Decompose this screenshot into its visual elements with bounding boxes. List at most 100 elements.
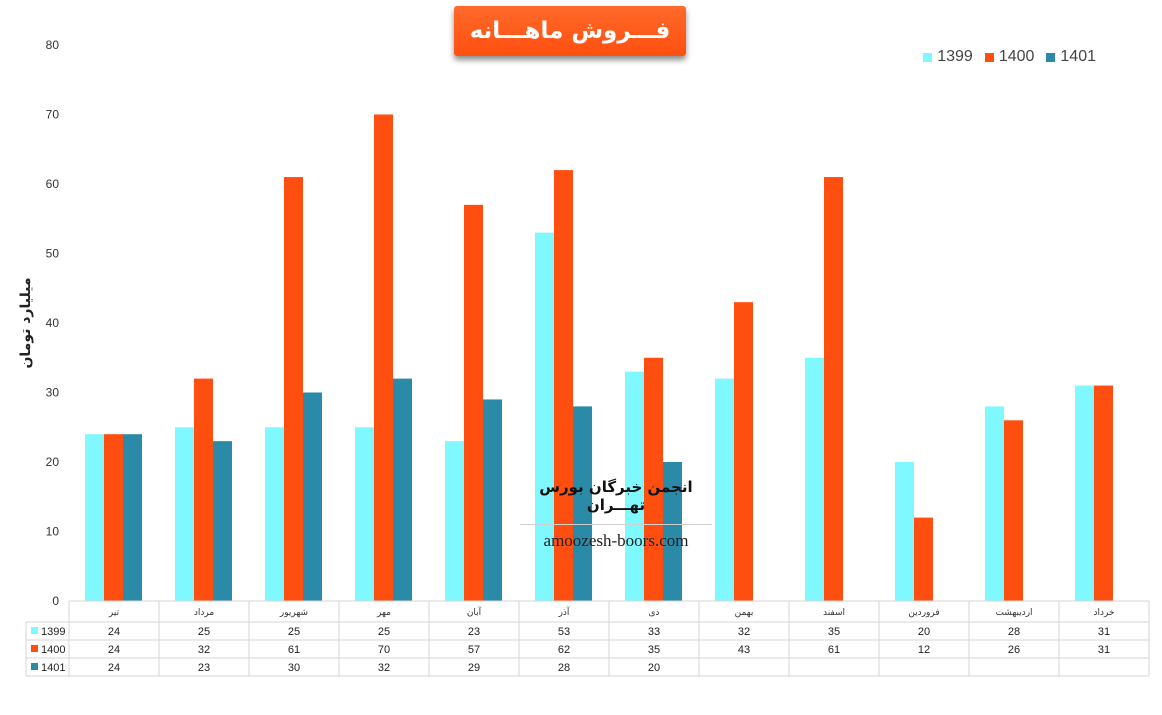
bar-1400 <box>104 434 123 601</box>
bar-1399 <box>535 232 554 601</box>
bar-1399 <box>1075 385 1094 601</box>
table-legend-key <box>31 627 38 634</box>
data-label: 57 <box>468 644 480 656</box>
bar-1400 <box>194 378 213 601</box>
watermark: انجمن خبرگان بورس تهـــران amoozesh-boor… <box>520 478 712 551</box>
data-label: 20 <box>648 662 660 674</box>
category-label: خرداد <box>1093 608 1114 618</box>
data-label: 35 <box>828 626 840 638</box>
data-label: 26 <box>1008 644 1020 656</box>
legend-swatch-1400 <box>984 52 994 62</box>
bar-1400 <box>734 302 753 601</box>
y-tick-label: 50 <box>46 247 60 261</box>
bar-1399 <box>895 462 914 601</box>
y-tick-label: 10 <box>46 525 60 539</box>
data-label: 62 <box>558 644 570 656</box>
watermark-divider <box>520 524 712 525</box>
legend: 1399 1400 1401 <box>923 48 1096 66</box>
category-label: آذر <box>558 606 570 618</box>
data-label: 31 <box>1098 626 1110 638</box>
legend-item-1400: 1400 <box>984 48 1035 66</box>
bar-1401 <box>483 399 502 601</box>
data-label: 30 <box>288 662 300 674</box>
table-series-label: 1399 <box>41 626 65 638</box>
data-label: 43 <box>738 644 750 656</box>
table-series-label: 1400 <box>41 644 65 656</box>
y-tick-label: 30 <box>46 386 60 400</box>
y-tick-label: 20 <box>46 455 60 469</box>
data-label: 28 <box>1008 626 1020 638</box>
bar-1401 <box>573 406 592 601</box>
bar-1401 <box>213 441 232 601</box>
data-label: 35 <box>648 644 660 656</box>
data-label: 53 <box>558 626 570 638</box>
table-legend-key <box>31 645 38 652</box>
data-label: 32 <box>738 626 750 638</box>
data-label: 61 <box>828 644 840 656</box>
bar-1400 <box>554 170 573 601</box>
bar-1400 <box>644 357 663 601</box>
data-label: 70 <box>378 644 390 656</box>
bar-1399 <box>445 441 464 601</box>
watermark-title: انجمن خبرگان بورس تهـــران <box>539 478 693 514</box>
bar-1399 <box>265 427 284 601</box>
bar-1401 <box>303 392 322 601</box>
data-label: 23 <box>198 662 210 674</box>
bar-1399 <box>715 378 734 601</box>
bar-1399 <box>355 427 374 601</box>
category-label: تیر <box>108 608 120 618</box>
watermark-url: amoozesh-boors.com <box>543 531 689 550</box>
data-label: 25 <box>378 626 390 638</box>
category-label: دی <box>648 608 659 618</box>
data-label: 20 <box>918 626 930 638</box>
data-label: 25 <box>288 626 300 638</box>
data-label: 33 <box>648 626 660 638</box>
bar-1399 <box>805 357 824 601</box>
bar-1400 <box>464 204 483 601</box>
bar-1400 <box>1004 420 1023 601</box>
data-label: 24 <box>108 644 120 656</box>
table-legend-key <box>31 663 38 670</box>
data-label: 24 <box>108 662 120 674</box>
legend-label-1400: 1400 <box>998 48 1035 65</box>
bar-1400 <box>1094 385 1113 601</box>
table-series-label: 1401 <box>41 662 65 674</box>
bar-1401 <box>393 378 412 601</box>
legend-swatch-1399 <box>923 52 933 62</box>
data-label: 31 <box>1098 644 1110 656</box>
category-label: اردیبهشت <box>995 608 1032 618</box>
bar-1400 <box>374 114 393 601</box>
bar-1399 <box>625 371 644 601</box>
category-label: فروردین <box>908 608 939 618</box>
category-label: شهریور <box>279 608 308 618</box>
data-label: 25 <box>198 626 210 638</box>
category-label: بهمن <box>735 608 754 618</box>
data-label: 32 <box>378 662 390 674</box>
bar-1401 <box>123 434 142 601</box>
legend-label-1401: 1401 <box>1060 48 1096 65</box>
y-tick-label: 80 <box>46 38 60 52</box>
y-tick-label: 40 <box>46 316 60 330</box>
chart-title: فـــروش ماهـــانه غـــدشت <box>454 6 686 94</box>
category-label: مرداد <box>194 608 214 618</box>
data-label: 28 <box>558 662 570 674</box>
legend-label-1399: 1399 <box>937 48 973 65</box>
data-label: 32 <box>198 644 210 656</box>
bar-1399 <box>85 434 104 601</box>
legend-item-1399: 1399 <box>923 48 973 66</box>
category-label: مهر <box>376 608 391 618</box>
bar-1400 <box>914 517 933 601</box>
category-label: اسفند <box>823 608 845 618</box>
bar-1399 <box>175 427 194 601</box>
y-tick-label: 70 <box>46 108 60 122</box>
y-tick-label: 0 <box>52 594 59 608</box>
category-label: آبان <box>467 606 482 618</box>
data-label: 24 <box>108 626 120 638</box>
bar-1400 <box>284 177 303 602</box>
bar-1400 <box>824 177 843 602</box>
data-label: 23 <box>468 626 480 638</box>
bar-1401 <box>663 462 682 601</box>
legend-swatch-1401 <box>1046 52 1056 62</box>
bar-1399 <box>985 406 1004 601</box>
